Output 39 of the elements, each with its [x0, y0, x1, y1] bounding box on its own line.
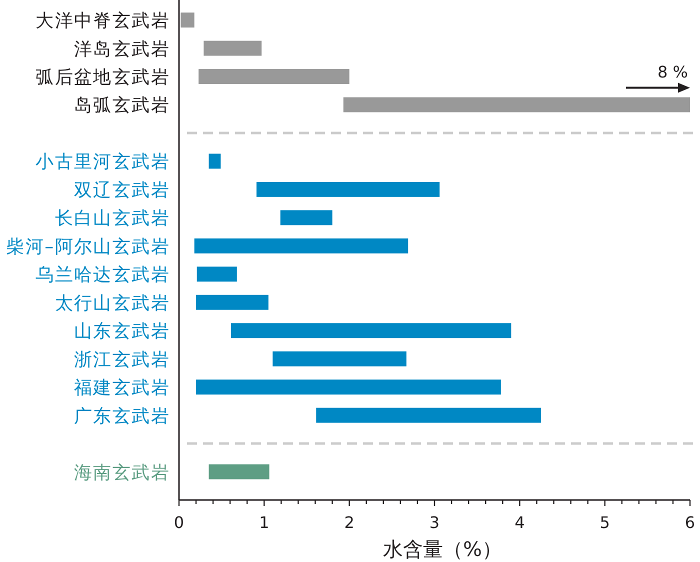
bar [343, 97, 690, 112]
bar [198, 69, 350, 84]
x-tick-label: 5 [600, 513, 610, 532]
bar [230, 323, 512, 338]
y-tick-label: 洋岛玄武岩 [74, 38, 170, 60]
y-tick-label: 广东玄武岩 [74, 406, 170, 427]
y-tick-label: 双辽玄武岩 [74, 180, 170, 201]
x-tick-label: 6 [684, 513, 696, 532]
bar [316, 408, 541, 423]
y-tick-label: 岛弧玄武岩 [74, 95, 170, 116]
x-axis-title: 水含量（%） [382, 537, 502, 561]
bar [208, 154, 221, 169]
bar [256, 182, 440, 197]
y-tick-label: 福建玄武岩 [74, 378, 170, 399]
x-tick-label: 3 [429, 513, 440, 532]
bar [204, 40, 262, 56]
y-tick-label: 山东玄武岩 [74, 321, 170, 342]
y-tick-label: 大洋中脊玄武岩 [36, 10, 170, 32]
y-tick-label: 浙江玄武岩 [74, 349, 170, 370]
bar [194, 238, 408, 254]
x-tick-label: 0 [174, 513, 184, 532]
bar [280, 210, 332, 226]
annotation: 8 % [658, 62, 688, 82]
bar [196, 380, 501, 395]
x-tick-label: 4 [514, 513, 525, 532]
y-tick-label: 海南玄武岩 [74, 462, 170, 484]
bar [196, 266, 237, 282]
bar [196, 294, 268, 310]
bar [180, 12, 194, 28]
y-tick-label: 小古里河玄武岩 [36, 152, 170, 173]
x-tick-label: 1 [259, 513, 270, 532]
y-tick-label: 弧后盆地玄武岩 [36, 67, 170, 88]
bar [208, 464, 270, 480]
y-tick-label: 太行山玄武岩 [54, 292, 170, 314]
y-tick-label: 长白山玄武岩 [54, 208, 170, 230]
bar [272, 351, 406, 366]
y-tick-label: 柴河–阿尔山玄武岩 [6, 236, 170, 258]
y-tick-label: 乌兰哈达玄武岩 [36, 264, 170, 286]
x-tick-label: 2 [344, 513, 354, 532]
